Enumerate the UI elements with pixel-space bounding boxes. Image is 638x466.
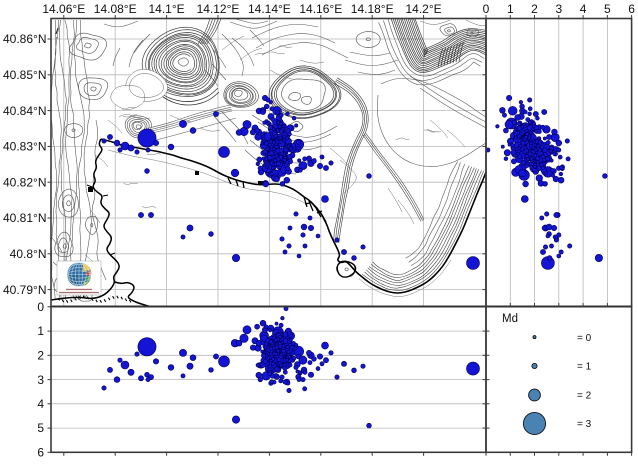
svg-text:6: 6 — [37, 446, 44, 460]
svg-text:5: 5 — [604, 2, 611, 16]
svg-text:14.18°E: 14.18°E — [351, 2, 394, 16]
svg-text:3: 3 — [555, 2, 562, 16]
svg-text:14.12°E: 14.12°E — [197, 2, 240, 16]
svg-text:= 0: = 0 — [577, 333, 592, 344]
svg-text:= 2: = 2 — [577, 391, 592, 402]
svg-text:4: 4 — [580, 2, 587, 16]
svg-text:5: 5 — [37, 421, 44, 435]
svg-text:= 1: = 1 — [577, 362, 592, 373]
svg-text:6: 6 — [628, 2, 635, 16]
svg-text:40.85°N: 40.85°N — [3, 68, 47, 82]
svg-text:14.2°E: 14.2°E — [406, 2, 442, 16]
svg-text:0: 0 — [483, 2, 490, 16]
svg-text:2: 2 — [531, 2, 538, 16]
svg-text:2: 2 — [37, 349, 44, 363]
svg-text:40.86°N: 40.86°N — [3, 32, 47, 46]
svg-text:14.14°E: 14.14°E — [248, 2, 291, 16]
svg-text:40.79°N: 40.79°N — [3, 283, 47, 297]
svg-text:3: 3 — [37, 373, 44, 387]
svg-text:14.06°E: 14.06°E — [42, 2, 85, 16]
svg-text:Md: Md — [502, 313, 518, 325]
svg-text:1: 1 — [37, 324, 44, 338]
svg-text:40.83°N: 40.83°N — [3, 140, 47, 154]
svg-text:14.08°E: 14.08°E — [94, 2, 137, 16]
svg-text:40.84°N: 40.84°N — [3, 104, 47, 118]
svg-text:= 3: = 3 — [577, 419, 592, 430]
svg-text:0: 0 — [37, 300, 44, 314]
svg-text:40.8°N: 40.8°N — [10, 247, 47, 261]
svg-text:14.1°E: 14.1°E — [149, 2, 185, 16]
svg-text:1: 1 — [507, 2, 514, 16]
svg-text:4: 4 — [37, 397, 44, 411]
svg-text:14.16°E: 14.16°E — [299, 2, 342, 16]
svg-text:40.82°N: 40.82°N — [3, 175, 47, 189]
svg-text:40.81°N: 40.81°N — [3, 211, 47, 225]
